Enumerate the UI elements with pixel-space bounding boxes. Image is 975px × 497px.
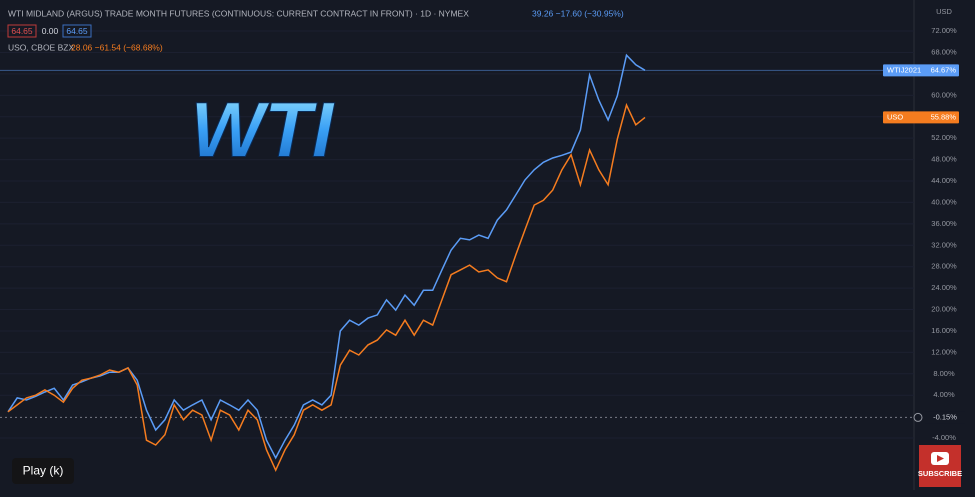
last-value-label: 64.67% — [931, 65, 957, 74]
second-symbol: USO, CBOE BZX — [8, 42, 74, 52]
last-tag — [883, 111, 959, 124]
plot — [0, 30, 914, 473]
second-change: 28.06 −61.54 (−68.68%) — [71, 42, 163, 52]
y-tick-label: 32.00% — [931, 240, 957, 249]
y-tick-label: 68.00% — [931, 47, 957, 56]
bid-box — [7, 24, 37, 38]
last-value-label: 55.88% — [931, 112, 957, 121]
y-tick-label: -4.00% — [932, 433, 956, 442]
series-name: USO — [887, 112, 903, 121]
bid: 64.65 — [11, 26, 33, 36]
y-tick-label: 44.00% — [931, 176, 957, 185]
y-tick-label: 28.00% — [931, 262, 957, 271]
y-tick-label: 48.00% — [931, 155, 957, 164]
y-tick-label: 4.00% — [933, 390, 955, 399]
play-tooltip — [12, 458, 74, 484]
y-tick-label: 60.00% — [931, 90, 957, 99]
baseline-marker — [913, 412, 923, 422]
series-line — [7, 102, 646, 473]
title: WTI MIDLAND (ARGUS) TRADE MONTH FUTURES … — [8, 8, 469, 18]
spread: 0.00 — [42, 26, 59, 36]
y-tick-label: 8.00% — [933, 369, 955, 378]
currency: USD — [936, 7, 952, 16]
logo: WTI — [191, 86, 335, 174]
change: 39.26 −17.60 (−30.95%) — [532, 8, 624, 18]
series-name: WTIJ2021 — [887, 65, 921, 74]
y-tick-label: 40.00% — [931, 197, 957, 206]
series-line — [7, 53, 646, 460]
y-tick-label: 24.00% — [931, 283, 957, 292]
subscribe-icon-play — [937, 455, 944, 462]
ask-box — [62, 24, 92, 38]
subscribe-text[interactable]: SUBSCRIBE — [918, 469, 962, 478]
subscribe-button[interactable] — [919, 445, 961, 487]
play-text[interactable]: Play (k) — [23, 464, 64, 478]
baseline-tag — [925, 411, 965, 424]
y-tick-label: 72.00% — [931, 26, 957, 35]
y-tick-label: 16.00% — [931, 326, 957, 335]
y-tick-label: 20.00% — [931, 305, 957, 314]
baseline-label: -0.15% — [933, 412, 957, 421]
y-tick-label: 12.00% — [931, 347, 957, 356]
ask: 64.65 — [66, 26, 88, 36]
y-tick-label: 52.00% — [931, 133, 957, 142]
y-tick-label: 36.00% — [931, 219, 957, 228]
last-tag — [883, 64, 959, 77]
